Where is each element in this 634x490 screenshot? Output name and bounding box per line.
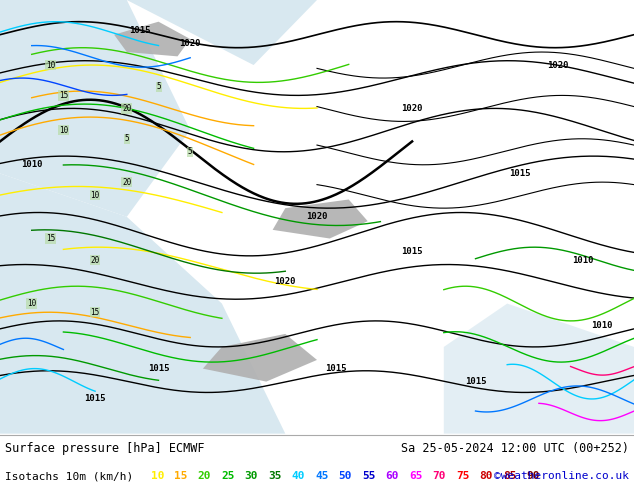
Text: 10: 10 <box>46 61 55 70</box>
Text: 45: 45 <box>315 471 328 482</box>
Text: 5: 5 <box>156 82 161 91</box>
Text: 55: 55 <box>362 471 375 482</box>
Text: 1020: 1020 <box>306 212 328 221</box>
Text: 50: 50 <box>339 471 352 482</box>
Text: 1020: 1020 <box>401 104 423 113</box>
Text: 1020: 1020 <box>275 277 296 286</box>
Text: 60: 60 <box>385 471 399 482</box>
Text: 1015: 1015 <box>84 394 106 403</box>
Text: Sa 25-05-2024 12:00 UTC (00+252): Sa 25-05-2024 12:00 UTC (00+252) <box>401 442 629 455</box>
Text: 5: 5 <box>124 134 129 143</box>
Text: 1015: 1015 <box>465 377 486 386</box>
Text: 15: 15 <box>46 234 55 243</box>
Text: 1015: 1015 <box>401 247 423 256</box>
Text: 10: 10 <box>91 191 100 199</box>
Text: 1015: 1015 <box>325 364 347 373</box>
Text: 15: 15 <box>91 308 100 317</box>
Text: 1020: 1020 <box>547 61 569 70</box>
Text: 20: 20 <box>122 104 131 113</box>
Text: 5: 5 <box>188 147 193 156</box>
Text: 20: 20 <box>91 256 100 265</box>
Text: 35: 35 <box>268 471 281 482</box>
Text: 1010: 1010 <box>573 256 594 265</box>
Text: 15: 15 <box>59 91 68 100</box>
Text: 15: 15 <box>174 471 188 482</box>
Text: 1020: 1020 <box>179 39 201 48</box>
Text: 10: 10 <box>59 125 68 135</box>
Text: 85: 85 <box>503 471 516 482</box>
Text: 10: 10 <box>27 299 36 308</box>
Text: 25: 25 <box>221 471 235 482</box>
Text: ©weatheronline.co.uk: ©weatheronline.co.uk <box>494 471 629 482</box>
Text: 80: 80 <box>479 471 493 482</box>
Text: 20: 20 <box>198 471 211 482</box>
Text: 1010: 1010 <box>21 160 42 169</box>
Text: 1015: 1015 <box>509 169 531 178</box>
Text: 1015: 1015 <box>148 364 169 373</box>
Text: 30: 30 <box>245 471 258 482</box>
Text: 65: 65 <box>409 471 422 482</box>
Text: Surface pressure [hPa] ECMWF: Surface pressure [hPa] ECMWF <box>5 442 205 455</box>
Text: 20: 20 <box>122 178 131 187</box>
Text: 10: 10 <box>151 471 164 482</box>
Text: 1015: 1015 <box>129 26 150 35</box>
Text: 1010: 1010 <box>592 321 613 330</box>
Text: 90: 90 <box>526 471 540 482</box>
Text: 75: 75 <box>456 471 469 482</box>
Text: 40: 40 <box>292 471 305 482</box>
Text: Isotachs 10m (km/h): Isotachs 10m (km/h) <box>5 471 133 482</box>
Text: 70: 70 <box>432 471 446 482</box>
